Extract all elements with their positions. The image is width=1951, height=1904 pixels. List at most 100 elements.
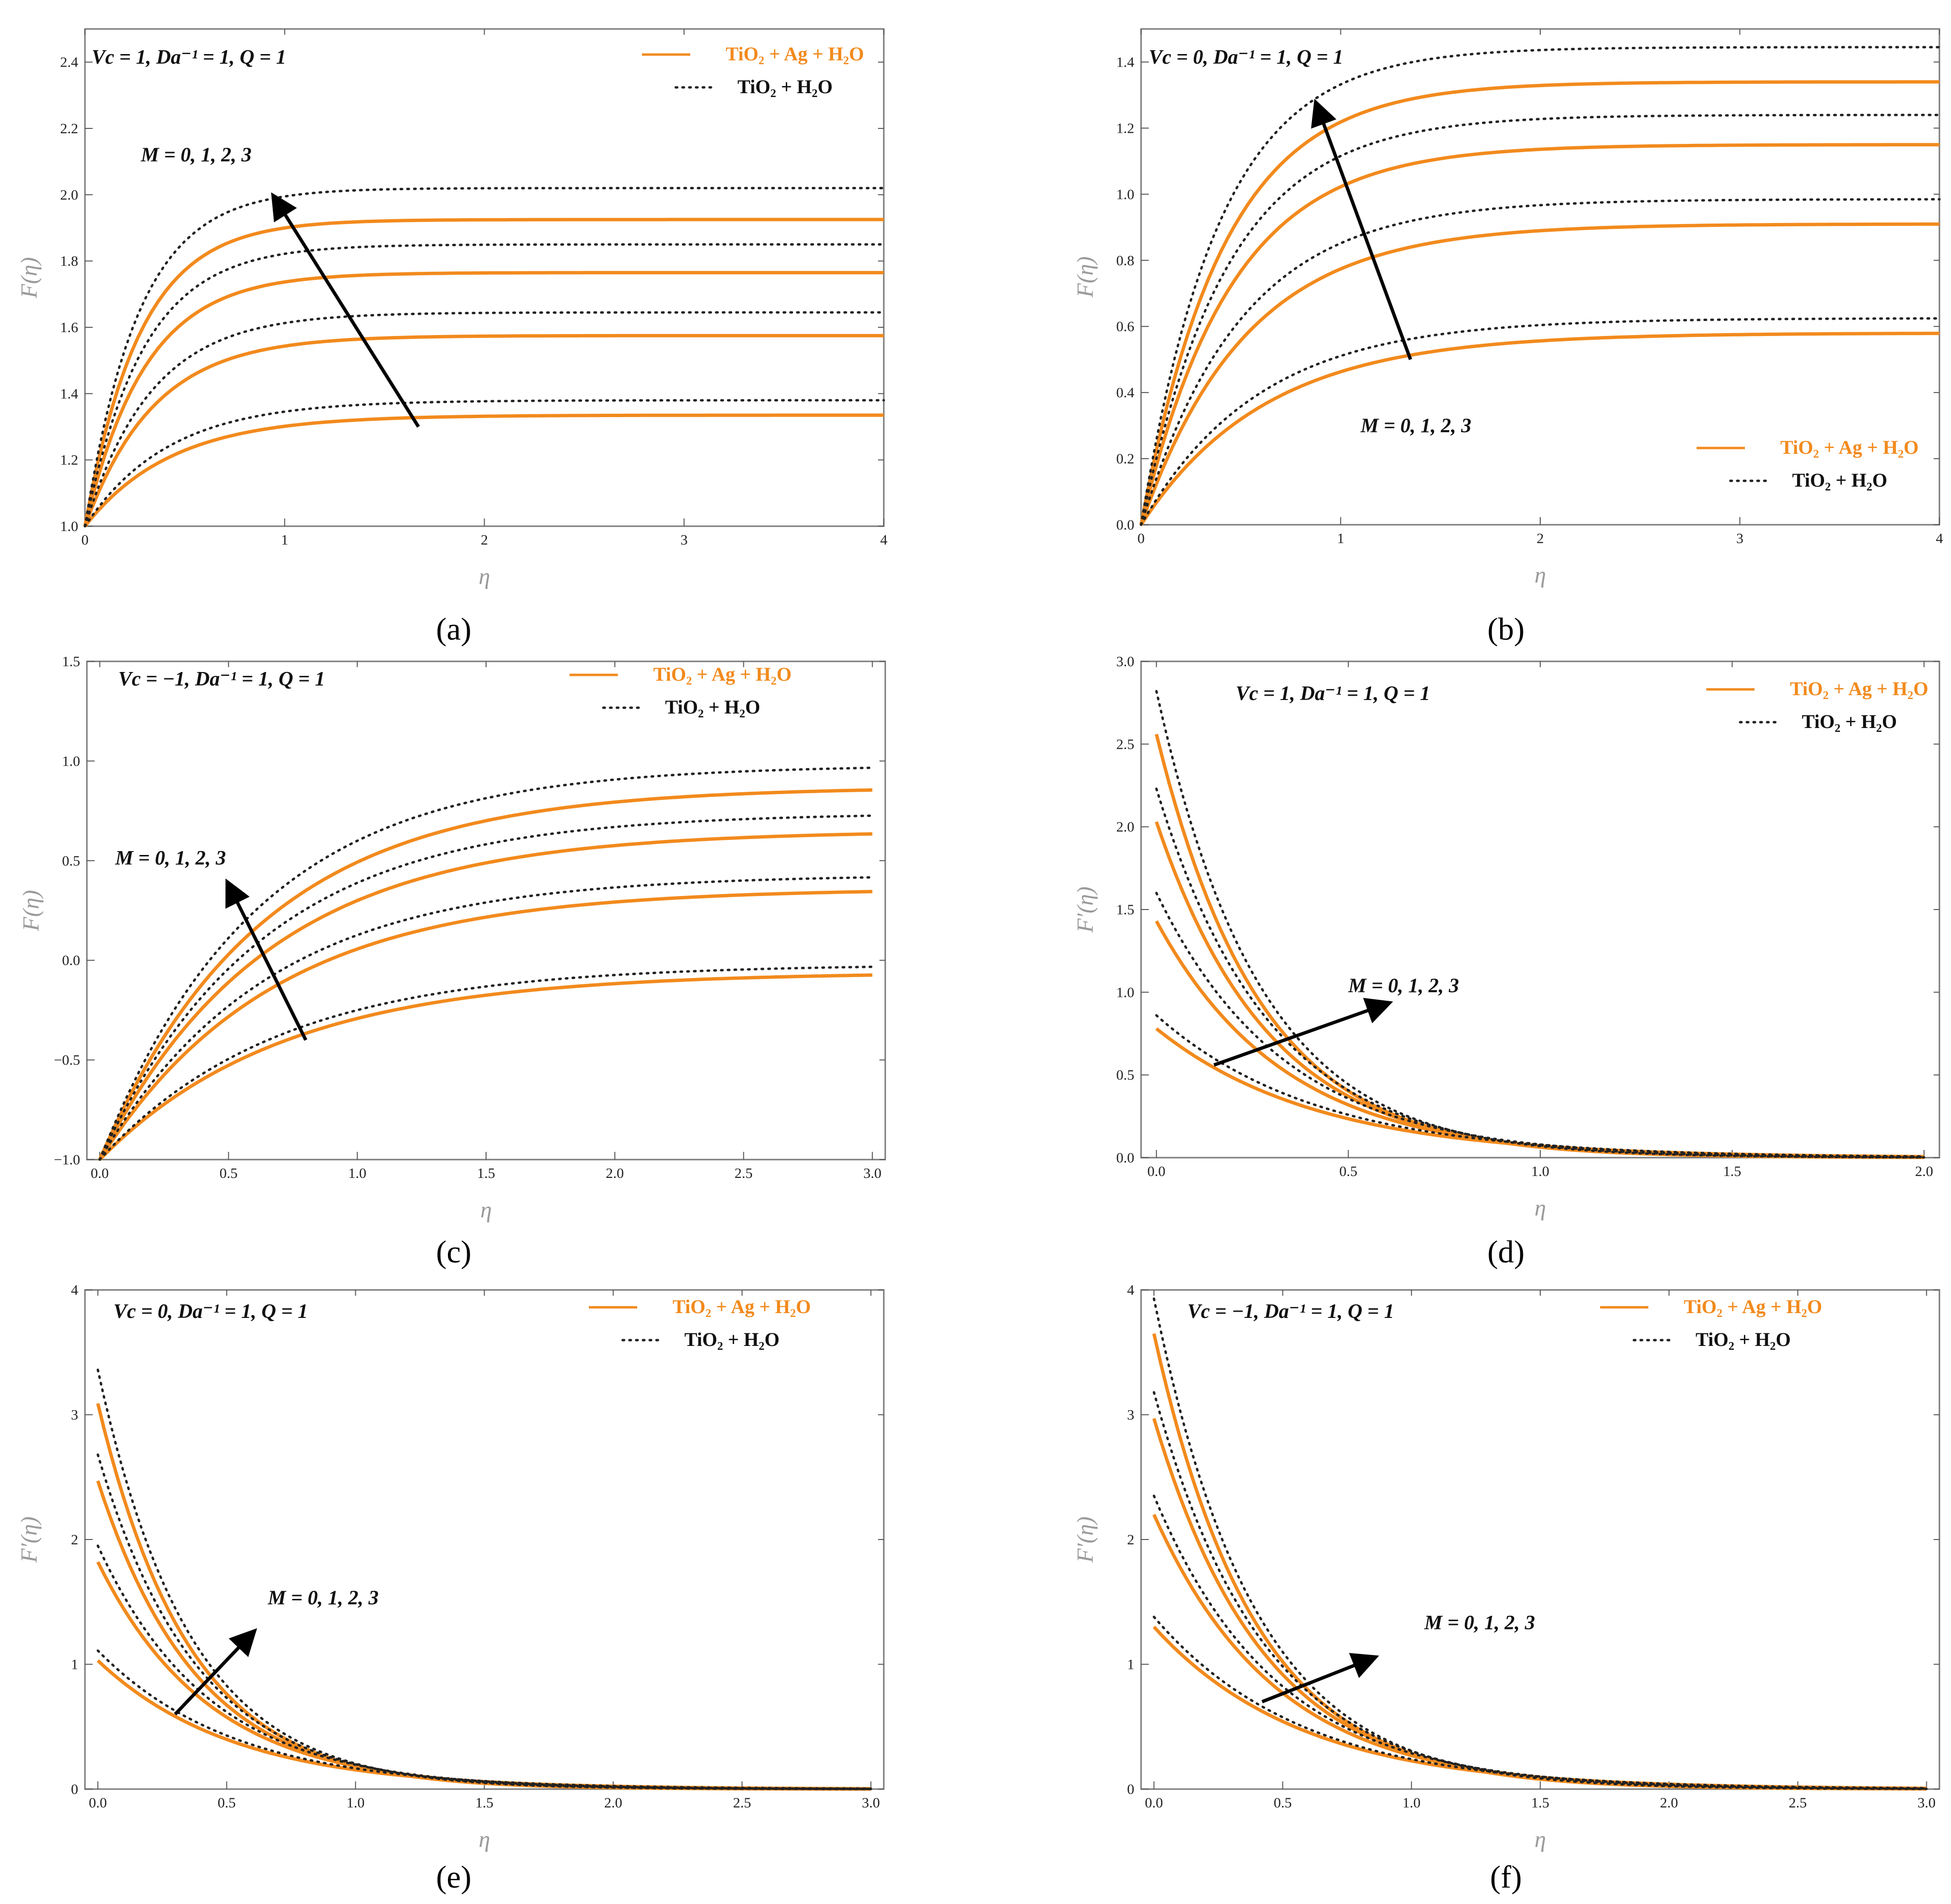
legend-basefluid-label: TiO₂ + H₂O	[1802, 711, 1897, 732]
x-tick-label: 4	[880, 532, 888, 548]
y-tick-label: 1.0	[1116, 984, 1135, 1000]
legend-basefluid-label: TiO₂ + H₂O	[1792, 469, 1887, 491]
parameter-m-label: M = 0, 1, 2, 3	[1424, 1612, 1535, 1634]
parameter-text: Vc = 1, Da⁻¹ = 1, Q = 1	[1236, 683, 1430, 705]
x-tick-label: 0.5	[1339, 1163, 1358, 1179]
trend-arrow	[1311, 98, 1412, 360]
x-axis-label: η	[1534, 1827, 1546, 1852]
parameter-m-label: M = 0, 1, 2, 3	[1360, 415, 1471, 437]
y-tick-label: 0	[1127, 1781, 1134, 1797]
x-axis-label: η	[479, 1827, 490, 1852]
y-tick-label: 3	[71, 1407, 78, 1423]
nanofluid-curve-M0	[84, 413, 884, 528]
y-tick-label: 3	[1127, 1407, 1134, 1423]
y-tick-label: 1.2	[60, 452, 79, 468]
nanofluid-curve-M2	[1155, 821, 1924, 1159]
x-axis-label: η	[479, 564, 490, 589]
legend-nanofluid-label: TiO₂ + Ag + H₂O	[1780, 436, 1919, 458]
y-tick-label: 2.2	[60, 121, 79, 137]
nanofluid-curve-M1	[1139, 222, 1939, 526]
basefluid-curve-M3	[97, 1368, 872, 1791]
basefluid-curve-M2	[1140, 113, 1941, 526]
x-tick-label: 0	[82, 532, 89, 548]
basefluid-curve-M1	[1153, 1495, 1928, 1790]
basefluid-curve-M0	[98, 966, 874, 1161]
y-tick-label: 0.0	[1116, 517, 1135, 533]
legend: TiO₂ + Ag + H₂O TiO₂ + H₂O	[1600, 1296, 1822, 1350]
trend-arrow	[225, 878, 307, 1041]
y-axis-label: F′(η)	[16, 1516, 42, 1563]
x-tick-label: 1.5	[475, 1795, 494, 1811]
plot-frame	[1140, 1289, 1940, 1790]
basefluid-curve-M1	[84, 311, 885, 528]
y-tick-label: 1.5	[1116, 902, 1135, 918]
x-tick-label: 3.0	[864, 1165, 882, 1181]
y-tick-label: 1.8	[60, 253, 79, 269]
x-tick-label: 0.0	[91, 1165, 109, 1181]
y-tick-label: 1.4	[1116, 54, 1135, 70]
plot-frame	[84, 1289, 885, 1790]
parameter-text: Vc = 1, Da⁻¹ = 1, Q = 1	[92, 46, 286, 69]
y-tick-label: 4	[71, 1282, 78, 1298]
basefluid-curve-M3	[1153, 1297, 1928, 1790]
y-tick-label: 1	[71, 1657, 78, 1673]
x-tick-label: 0.5	[1274, 1795, 1292, 1811]
basefluid-curve-M1	[98, 876, 874, 1161]
x-tick-label: 1	[1337, 531, 1344, 546]
y-tick-label: 0.5	[62, 853, 81, 869]
y-tick-label: 2.4	[60, 55, 79, 70]
y-tick-label: 1	[1127, 1657, 1134, 1673]
x-tick-label: 2.0	[1915, 1163, 1933, 1179]
legend-basefluid-label: TiO₂ + H₂O	[738, 76, 833, 98]
chart-panel-a: 0 1 2 3 4 1.0 1.2 1.4 1.6 1.8 2.0 2.2 2.4 η F(η) M = 0,…	[16, 28, 888, 589]
trend-arrow	[1261, 1652, 1380, 1704]
y-tick-label: 0	[71, 1781, 78, 1797]
y-tick-label: 1.0	[62, 753, 81, 769]
legend-nanofluid-label: TiO₂ + Ag + H₂O	[725, 43, 864, 65]
y-tick-label: 0.6	[1116, 319, 1135, 335]
x-tick-label: 3.0	[862, 1795, 880, 1811]
y-axis-label: F(η)	[18, 890, 44, 931]
plot-frame	[84, 28, 885, 527]
parameter-m-label: M = 0, 1, 2, 3	[115, 847, 226, 869]
legend-nanofluid-label: TiO₂ + Ag + H₂O	[672, 1296, 811, 1317]
x-axis-label: η	[480, 1197, 492, 1223]
nanofluid-curve-M1	[98, 890, 873, 1161]
x-tick-label: 2.5	[735, 1165, 753, 1181]
nanofluid-curve-M2	[96, 1480, 871, 1791]
basefluid-curve-M3	[98, 766, 874, 1161]
parameter-text: Vc = 0, Da⁻¹ = 1, Q = 1	[1149, 46, 1343, 69]
y-tick-label: −0.5	[54, 1052, 80, 1068]
x-tick-label: 2.0	[1660, 1795, 1678, 1811]
x-axis-label: η	[1534, 1195, 1546, 1221]
y-tick-label: 1.6	[60, 320, 79, 336]
nanofluid-curve-M2	[1152, 1418, 1927, 1791]
y-tick-label: 2.5	[1116, 736, 1135, 752]
y-tick-label: 0.0	[1116, 1150, 1135, 1166]
x-tick-label: 1.5	[477, 1165, 495, 1181]
chart-panel-b: 0 1 2 3 4 0.0 0.2 0.4 0.6 0.8 1.0 1.2 1.4 η F(η) M = 0,…	[1073, 28, 1943, 588]
y-tick-label: 2.0	[1116, 819, 1135, 835]
basefluid-curve-M1	[1155, 892, 1925, 1159]
x-axis-label: η	[1534, 562, 1546, 588]
basefluid-curve-M0	[1140, 317, 1941, 526]
y-tick-label: 2	[71, 1532, 78, 1548]
chart-panel-c: 0.0 0.5 1.0 1.5 2.0 2.5 3.0 −1.0 −0.5 0.0 0.5 1.0 1.…	[18, 654, 886, 1223]
x-tick-label: 0.0	[1145, 1795, 1163, 1811]
parameter-text: Vc = 0, Da⁻¹ = 1, Q = 1	[113, 1301, 308, 1323]
legend-basefluid-label: TiO₂ + H₂O	[665, 696, 760, 718]
basefluid-curve-M3	[1155, 690, 1925, 1159]
nanofluid-curve-M0	[98, 973, 873, 1161]
y-tick-label: 2.0	[60, 187, 79, 203]
panel-caption-a: (a)	[436, 612, 471, 647]
x-tick-label: 1.0	[347, 1795, 365, 1811]
basefluid-curve-M1	[97, 1544, 872, 1790]
trend-arrow	[271, 192, 420, 428]
nanofluid-curve-M0	[1155, 1027, 1924, 1159]
nanofluid-curve-M3	[1152, 1333, 1927, 1791]
x-tick-label: 0	[1138, 531, 1145, 546]
y-tick-label: 1.2	[1116, 120, 1135, 136]
nanofluid-curve-M1	[1155, 920, 1924, 1159]
panel-caption-b: (b)	[1488, 612, 1525, 647]
parameter-m-label: M = 0, 1, 2, 3	[1348, 975, 1459, 997]
